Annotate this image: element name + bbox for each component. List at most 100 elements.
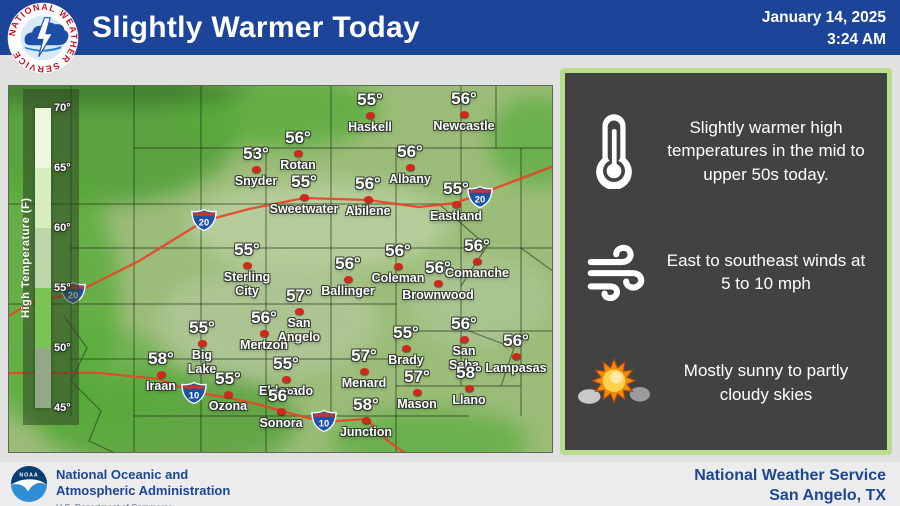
city-dot-icon [512, 353, 521, 360]
city-dot-icon [360, 368, 369, 375]
header-datetime: January 14, 2025 3:24 AM [762, 7, 886, 51]
city-temperature: 57° [286, 286, 312, 305]
city-name: Snyder [234, 174, 278, 188]
interstate-road-line [9, 371, 406, 452]
city-temperature: 58° [148, 349, 174, 368]
city-temperature: 56° [335, 254, 361, 273]
wind-icon [575, 241, 653, 303]
city-name: Eastland [429, 209, 483, 223]
city-name: Mason [397, 397, 437, 411]
interstate-20-shield-icon: 20 [191, 208, 218, 232]
header-bar: Slightly Warmer Today January 14, 2025 3… [0, 0, 900, 55]
city-dot-icon [460, 111, 469, 118]
forecast-item: Slightly warmer high temperatures in the… [575, 113, 877, 190]
city-temperature: 57° [351, 346, 377, 365]
thermometer-icon [575, 113, 653, 190]
city-name: Sonora [259, 416, 303, 430]
office-line2: San Angelo, TX [769, 487, 886, 504]
legend-segment [35, 168, 51, 228]
forecast-item-text: East to southeast winds at 5 to 10 mph [666, 251, 866, 294]
office-line1: National Weather Service [694, 467, 886, 484]
legend-title: High Temperature (F) [20, 197, 32, 319]
agency-line1: National Oceanic and [56, 467, 189, 482]
header-date: January 14, 2025 [761, 9, 886, 26]
city-temperature: 57° [404, 367, 430, 386]
city-name: Ballinger [321, 284, 375, 298]
city-temperature: 55° [393, 323, 419, 342]
city-name: Albany [389, 172, 431, 186]
noaa-logo-icon: NOAA [10, 465, 48, 503]
temperature-legend: High Temperature (F) 70° 65° 60° 55° 50° 45° [20, 89, 79, 425]
city-dot-icon [295, 308, 304, 315]
city-name: Brady [388, 353, 424, 367]
forecast-item-text: Slightly warmer high temperatures in the… [667, 117, 865, 184]
city-dot-icon [460, 336, 469, 343]
city-dot-icon [198, 340, 207, 347]
footer-bar: NOAA National Oceanic and Atmospheric Ad… [0, 462, 900, 506]
city-dot-icon [224, 391, 233, 398]
interstate-10-shield-icon: 10 [311, 409, 338, 433]
city-temperature: 55° [273, 354, 299, 373]
city-name: Sweetwater [269, 202, 339, 216]
city-name: Big Lake [187, 348, 217, 376]
city-temperature: 56° [285, 128, 311, 147]
city-temperature: 55° [234, 240, 260, 259]
legend-segment [35, 288, 51, 348]
city-temperature: 56° [355, 174, 381, 193]
temperature-map: High Temperature (F) 70° 65° 60° 55° 50° 45° … [8, 85, 553, 453]
interstate-10-shield-icon: 10 [181, 381, 208, 405]
sun-cloud-icon [575, 356, 653, 410]
city-dot-icon [366, 112, 375, 119]
interstate-20-shield-icon: 20 [467, 185, 494, 209]
city-dot-icon [282, 376, 291, 383]
city-temperature: 55° [443, 179, 469, 198]
city-temperature: 56° [451, 89, 477, 108]
city-name: Haskell [348, 120, 392, 134]
city-dot-icon [473, 258, 482, 265]
city-dot-icon [452, 201, 461, 208]
noaa-agency-text: National Oceanic and Atmospheric Adminis… [56, 467, 230, 506]
city-temperature: 56° [251, 308, 277, 327]
city-temperature: 55° [357, 90, 383, 109]
city-name: Lampasas [485, 361, 547, 375]
nws-logo-icon: NATIONAL WEATHER SERVICE [7, 2, 79, 74]
city-name: Ozona [208, 399, 248, 413]
agency-line2: Atmospheric Administration [56, 483, 231, 499]
city-temperature: 58° [456, 363, 482, 382]
city-name: Newcastle [433, 119, 495, 133]
city-dot-icon [252, 166, 261, 173]
city-temperature: 55° [189, 318, 215, 337]
agency-department: U.S. Department of Commerce [56, 502, 230, 506]
city-name: San Angelo [277, 316, 321, 344]
city-dot-icon [362, 417, 371, 424]
legend-tick-label: 60° [54, 222, 71, 234]
city-name: Comanche [445, 266, 509, 280]
legend-tick-label: 70° [54, 102, 71, 114]
forecast-item: East to southeast winds at 5 to 10 mph [575, 241, 877, 303]
city-name: Rotan [280, 158, 316, 172]
svg-text:20: 20 [199, 218, 209, 228]
city-dot-icon [394, 263, 403, 270]
forecast-item-text: Mostly sunny to partly cloudy skies [683, 361, 849, 404]
city-dot-icon [344, 276, 353, 283]
office-identity: National Weather Service San Angelo, TX [694, 466, 886, 506]
svg-text:10: 10 [189, 391, 199, 401]
city-name: Junction [339, 425, 393, 439]
svg-text:20: 20 [475, 195, 485, 205]
legend-segment [35, 228, 51, 288]
legend-tick-label: 50° [54, 342, 71, 354]
city-name: Coleman [371, 271, 425, 285]
city-name: Brownwood [402, 288, 474, 302]
city-temperature: 58° [353, 395, 379, 414]
city-temperature: 56° [425, 258, 451, 277]
city-name: Sterling City [223, 270, 271, 298]
forecast-panel: Slightly warmer high temperatures in the… [560, 68, 892, 455]
noaa-logo-text: NOAA [19, 472, 38, 478]
legend-tick-label: 55° [54, 282, 71, 294]
legend-tick-label: 45° [54, 402, 71, 414]
city-temperature: 56° [268, 386, 294, 405]
city-temperature: 56° [451, 314, 477, 333]
city-dot-icon [260, 330, 269, 337]
legend-color-bar [35, 108, 51, 408]
city-temperature: 55° [215, 369, 241, 388]
